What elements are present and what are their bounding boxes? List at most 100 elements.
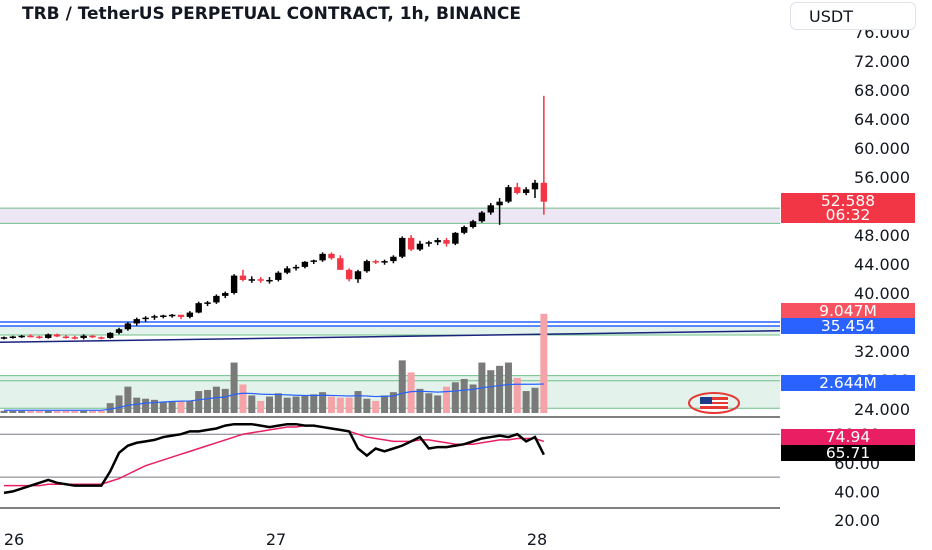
candle [53, 333, 61, 338]
price-tick-label: 56.000 [854, 168, 910, 187]
last-price-value: 52.588 [820, 192, 876, 210]
volume-bar [53, 410, 61, 413]
candle-body [292, 266, 300, 269]
candle-body [230, 275, 238, 293]
price-zone [0, 208, 780, 224]
candle-body [142, 317, 149, 320]
candle-body [71, 337, 78, 339]
volume-bar [372, 400, 380, 413]
candle [204, 300, 211, 307]
chart-title: TRB / TetherUS PERPETUAL CONTRACT, 1h, B… [22, 4, 522, 24]
trend-line [0, 329, 781, 344]
candle [0, 336, 8, 340]
candle [177, 314, 185, 320]
volume-bar [336, 397, 344, 413]
osc-k-tag: 65.71 [781, 445, 915, 461]
volume-bar [487, 370, 495, 413]
osc-k-line [3, 422, 545, 495]
candle [407, 235, 415, 251]
volume-bar [407, 372, 415, 413]
volume-bar [106, 403, 114, 413]
candle [487, 203, 494, 215]
volume-bar [248, 395, 256, 413]
volume-bar [168, 400, 176, 413]
candle [540, 95, 548, 215]
candle [248, 276, 255, 283]
candle [27, 334, 34, 338]
candle-body [354, 271, 362, 280]
candle [443, 237, 450, 247]
candle [133, 317, 140, 326]
candle-body [195, 303, 202, 313]
candle-body [18, 335, 25, 338]
volume-bar [44, 410, 52, 413]
volume-bar [18, 410, 26, 413]
volume-bar [159, 402, 167, 413]
volume-bar [354, 391, 362, 413]
candle [115, 327, 123, 335]
candle-body [213, 295, 220, 303]
candle [372, 259, 379, 264]
volume-bar [319, 392, 327, 413]
price-tick-label: 44.000 [854, 255, 910, 274]
volume-ma-line [4, 383, 544, 411]
candle [416, 240, 424, 251]
volume-bar [531, 387, 539, 413]
candle [9, 335, 17, 339]
price-tick-label: 60.000 [854, 139, 910, 158]
volume-bar [221, 388, 229, 413]
volume-bar [71, 410, 79, 413]
price-tick-label: 40.000 [854, 284, 910, 303]
candle [160, 314, 167, 319]
volume-bar [186, 400, 194, 413]
candle-body [36, 336, 43, 338]
candle [284, 266, 291, 275]
volume-bar [124, 386, 132, 413]
candle [363, 259, 371, 273]
level-zone [0, 325, 780, 336]
candle-body [115, 329, 123, 333]
volume-bar [425, 393, 433, 413]
volume-bar [204, 389, 212, 413]
candle-body [284, 268, 291, 273]
candle-body [452, 232, 459, 244]
volume-bar [212, 386, 220, 413]
volume-bar [230, 362, 238, 413]
last-price-tag: 52.588 06:32 [781, 193, 915, 223]
horizontal-lines [0, 207, 781, 409]
candle [89, 335, 96, 338]
candle [381, 259, 388, 265]
candle-body [416, 243, 424, 250]
volume-bar [257, 400, 265, 413]
candle-body [469, 221, 477, 228]
flag-icon[interactable] [688, 392, 740, 414]
volume-bar [35, 410, 43, 413]
candle-body [239, 275, 247, 280]
candle [186, 311, 194, 319]
price-tick-label: 24.000 [854, 400, 910, 419]
candle [239, 269, 247, 282]
candle [124, 322, 132, 331]
candle-body [275, 272, 282, 280]
time-tick-label: 27 [266, 530, 286, 549]
candle [301, 261, 309, 269]
candle [505, 184, 512, 204]
candle-body [478, 212, 486, 222]
volume-bar [451, 382, 459, 413]
currency-button[interactable]: USDT [790, 2, 916, 30]
candle-body [372, 261, 379, 263]
candle-body [337, 258, 344, 270]
candlesticks [0, 95, 548, 340]
candle [434, 237, 441, 246]
volume-bar [292, 396, 300, 413]
candle [151, 314, 158, 320]
time-axis[interactable]: 26 27 28 [4, 530, 547, 549]
candle-body [133, 319, 140, 324]
candle [275, 271, 282, 282]
candle-body [80, 335, 87, 338]
candle [337, 255, 344, 270]
volume-bar [327, 396, 335, 413]
candle [168, 314, 176, 318]
candle-body [257, 279, 264, 281]
